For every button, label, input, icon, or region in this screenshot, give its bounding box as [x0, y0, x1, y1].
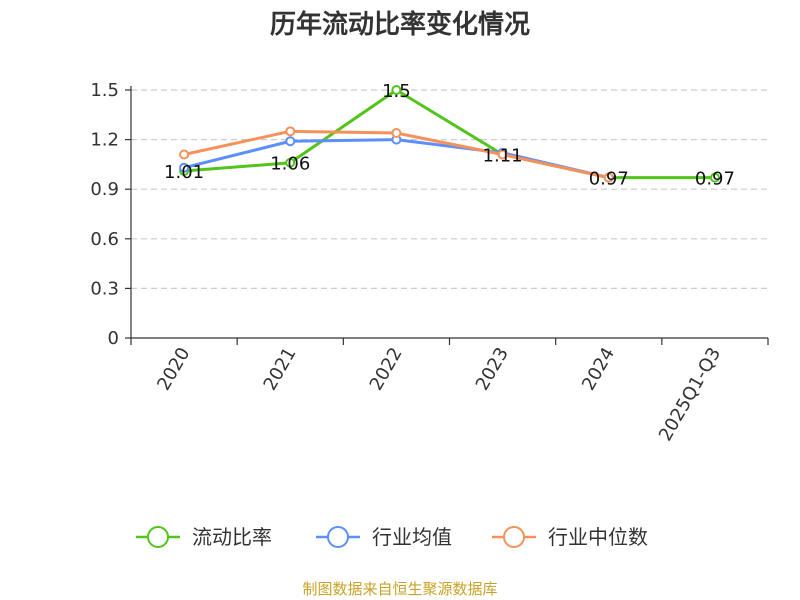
- data-label: 0.97: [589, 169, 629, 190]
- x-tick-label: 2025Q1-Q3: [655, 344, 725, 445]
- y-tick-label: 0.6: [90, 229, 119, 250]
- legend-marker-icon: [147, 526, 169, 548]
- data-label: 1.06: [270, 154, 310, 175]
- chart-title: 历年流动比率变化情况: [269, 10, 530, 40]
- grid-lines: [131, 89, 768, 289]
- data-point: [285, 157, 296, 168]
- data-point: [497, 149, 508, 160]
- data-label: 1.01: [164, 162, 204, 183]
- data-point: [603, 172, 614, 183]
- x-tick-label: 2023: [472, 344, 513, 394]
- legend-marker-icon: [327, 526, 349, 548]
- data-labels: 1.01 1.06 1.5 1.11 0.97 0.97: [164, 81, 735, 190]
- legend[interactable]: 流动比率 行业均值 行业中位数: [136, 525, 648, 549]
- data-point: [179, 149, 190, 160]
- legend-item-0[interactable]: 流动比率: [136, 525, 272, 549]
- y-tick-label: 1.2: [90, 130, 119, 151]
- data-label: 1.5: [382, 81, 411, 102]
- data-point: [391, 127, 402, 138]
- series-line-1: [183, 138, 610, 180]
- legend-label: 行业中位数: [548, 525, 648, 549]
- x-tick-label: 2020: [153, 344, 194, 394]
- data-point: [179, 162, 190, 173]
- legend-label: 流动比率: [192, 525, 272, 549]
- source-note: 制图数据来自恒生聚源数据库: [302, 580, 498, 598]
- y-tick-label: 0: [108, 328, 119, 349]
- y-tick-label: 0.9: [90, 179, 119, 200]
- y-tick-label: 0.3: [90, 278, 119, 299]
- x-tick-label: 2024: [578, 344, 619, 394]
- legend-item-1[interactable]: 行业均值: [316, 525, 452, 549]
- data-label: 1.11: [483, 145, 523, 166]
- x-tick-label: 2022: [366, 344, 407, 394]
- legend-label: 行业均值: [372, 525, 452, 549]
- series-line-0: [183, 88, 715, 180]
- data-point: [709, 172, 720, 183]
- data-point: [285, 136, 296, 147]
- data-point: [285, 126, 296, 137]
- data-label: 0.97: [695, 169, 735, 190]
- data-point: [391, 85, 402, 95]
- series-lines: [179, 85, 720, 183]
- y-tick-label: 1.5: [90, 80, 119, 101]
- legend-marker-icon: [503, 526, 525, 548]
- axes: 0 0.3 0.6 0.9 1.2 1.5 2020 2021 2022 2023 2024 2025…: [90, 80, 769, 445]
- x-tick-label: 2021: [259, 344, 300, 394]
- legend-item-2[interactable]: 行业中位数: [492, 525, 648, 549]
